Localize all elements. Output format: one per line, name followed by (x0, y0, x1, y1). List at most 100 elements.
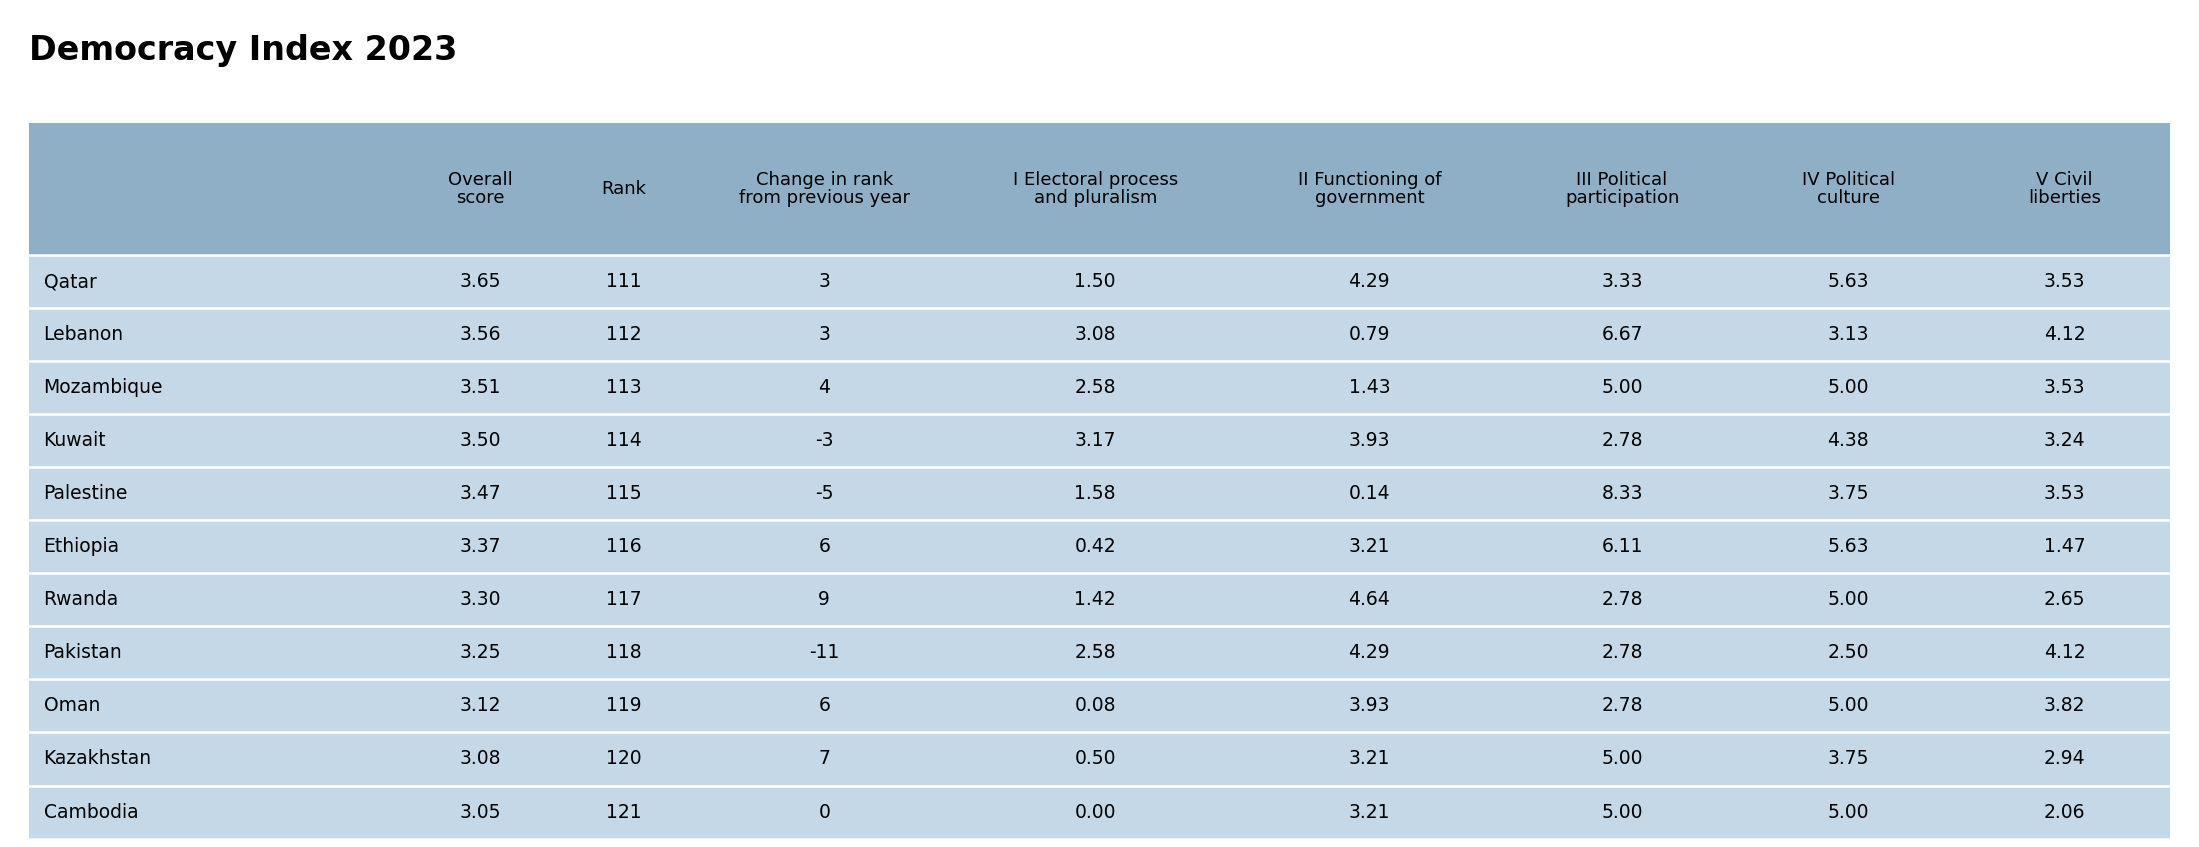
Bar (29, 123, 2170, 255)
Text: participation: participation (1566, 190, 1680, 208)
Text: 116: 116 (607, 537, 642, 556)
Text: 3.30: 3.30 (460, 590, 501, 609)
Text: V Civil: V Civil (2036, 171, 2093, 189)
Bar (29, 679, 2170, 733)
Text: 5.63: 5.63 (1827, 272, 1869, 291)
Text: 4.12: 4.12 (2043, 325, 2085, 344)
Text: 3.21: 3.21 (1348, 802, 1390, 822)
Text: 3.53: 3.53 (2043, 272, 2085, 291)
Text: 3.13: 3.13 (1827, 325, 1869, 344)
Text: Cambodia: Cambodia (44, 802, 139, 822)
Text: 7: 7 (818, 750, 831, 768)
Text: II Functioning of: II Functioning of (1297, 171, 1440, 189)
Text: 0.14: 0.14 (1348, 484, 1390, 503)
Text: 111: 111 (607, 272, 642, 291)
Text: 2.78: 2.78 (1601, 696, 1643, 716)
Text: IV Political: IV Political (1801, 171, 1896, 189)
Text: and pluralism: and pluralism (1034, 190, 1157, 208)
Text: 1.42: 1.42 (1075, 590, 1117, 609)
Text: 5.00: 5.00 (1827, 802, 1869, 822)
Text: 3: 3 (818, 272, 831, 291)
Text: 2.65: 2.65 (2043, 590, 2085, 609)
Text: 4.29: 4.29 (1348, 644, 1390, 662)
Text: 112: 112 (607, 325, 642, 344)
Text: 6.67: 6.67 (1601, 325, 1643, 344)
Text: 2.78: 2.78 (1601, 590, 1643, 609)
Text: 0.79: 0.79 (1348, 325, 1390, 344)
Text: 5.00: 5.00 (1601, 802, 1643, 822)
Text: 5.00: 5.00 (1601, 750, 1643, 768)
Text: 3.82: 3.82 (2043, 696, 2085, 716)
Text: from previous year: from previous year (739, 190, 910, 208)
Text: 1.50: 1.50 (1075, 272, 1115, 291)
Text: 8.33: 8.33 (1601, 484, 1643, 503)
Text: Kazakhstan: Kazakhstan (44, 750, 152, 768)
Bar (29, 627, 2170, 679)
Text: Oman: Oman (44, 696, 99, 716)
Text: Change in rank: Change in rank (756, 171, 893, 189)
Text: 9: 9 (818, 590, 831, 609)
Bar (29, 520, 2170, 573)
Text: Mozambique: Mozambique (44, 379, 163, 397)
Text: 121: 121 (607, 802, 642, 822)
Bar (29, 255, 2170, 308)
Text: 5.63: 5.63 (1827, 537, 1869, 556)
Text: 0.00: 0.00 (1075, 802, 1115, 822)
Text: Lebanon: Lebanon (44, 325, 123, 344)
Text: liberties: liberties (2027, 190, 2100, 208)
Text: 2.06: 2.06 (2043, 802, 2085, 822)
Text: 0.50: 0.50 (1075, 750, 1115, 768)
Text: 115: 115 (607, 484, 642, 503)
Text: 2.58: 2.58 (1075, 644, 1115, 662)
Text: 3.21: 3.21 (1348, 750, 1390, 768)
Text: 0.42: 0.42 (1075, 537, 1117, 556)
Text: 6: 6 (818, 696, 831, 716)
Bar (29, 785, 2170, 839)
Text: -11: -11 (809, 644, 840, 662)
Text: 5.00: 5.00 (1827, 379, 1869, 397)
Text: 3.12: 3.12 (460, 696, 501, 716)
Text: 3: 3 (818, 325, 831, 344)
Text: 1.58: 1.58 (1075, 484, 1115, 503)
Text: 4.12: 4.12 (2043, 644, 2085, 662)
Text: 117: 117 (607, 590, 642, 609)
Text: 2.94: 2.94 (2043, 750, 2085, 768)
Text: 5.00: 5.00 (1827, 696, 1869, 716)
Text: 3.93: 3.93 (1348, 431, 1390, 451)
Text: 114: 114 (607, 431, 642, 451)
Text: Ethiopia: Ethiopia (44, 537, 119, 556)
Text: I Electoral process: I Electoral process (1012, 171, 1179, 189)
Text: 120: 120 (607, 750, 642, 768)
Text: 3.47: 3.47 (460, 484, 501, 503)
Text: Democracy Index 2023: Democracy Index 2023 (29, 34, 457, 67)
Text: 2.50: 2.50 (1827, 644, 1869, 662)
Text: 1.47: 1.47 (2043, 537, 2085, 556)
Text: Kuwait: Kuwait (44, 431, 106, 451)
Text: 4.29: 4.29 (1348, 272, 1390, 291)
Bar (29, 308, 2170, 362)
Text: 119: 119 (607, 696, 642, 716)
Text: culture: culture (1816, 190, 1880, 208)
Text: 3.17: 3.17 (1075, 431, 1115, 451)
Text: 3.51: 3.51 (460, 379, 501, 397)
Text: 3.50: 3.50 (460, 431, 501, 451)
Text: 6.11: 6.11 (1601, 537, 1643, 556)
Text: Rwanda: Rwanda (44, 590, 119, 609)
Text: 3.21: 3.21 (1348, 537, 1390, 556)
Text: 4.64: 4.64 (1348, 590, 1390, 609)
Text: 3.75: 3.75 (1827, 750, 1869, 768)
Text: 3.37: 3.37 (460, 537, 501, 556)
Text: 3.65: 3.65 (460, 272, 501, 291)
Text: 113: 113 (607, 379, 642, 397)
Text: 3.53: 3.53 (2043, 484, 2085, 503)
Bar (29, 468, 2170, 520)
Text: 0: 0 (818, 802, 831, 822)
Bar (29, 414, 2170, 468)
Text: 4.38: 4.38 (1827, 431, 1869, 451)
Text: 2.58: 2.58 (1075, 379, 1115, 397)
Text: 3.05: 3.05 (460, 802, 501, 822)
Text: -3: -3 (816, 431, 833, 451)
Text: Rank: Rank (603, 180, 647, 198)
Text: government: government (1315, 190, 1425, 208)
Text: 3.53: 3.53 (2043, 379, 2085, 397)
